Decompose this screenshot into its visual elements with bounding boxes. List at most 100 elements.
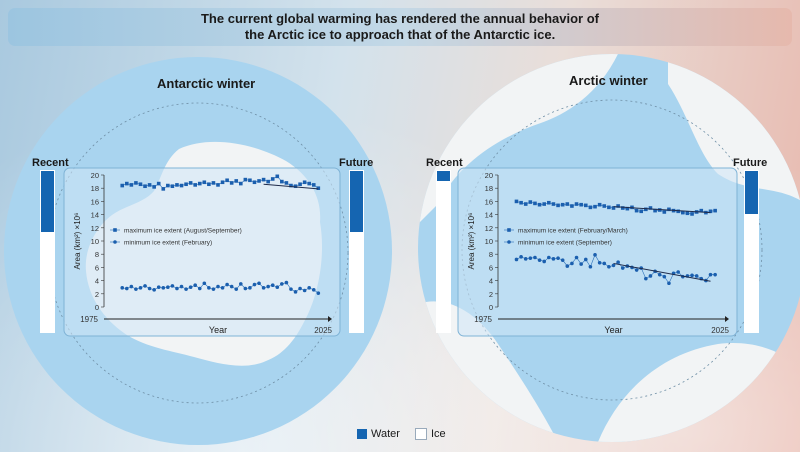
data-point	[147, 183, 152, 187]
y-tick-label: 14	[91, 211, 99, 220]
data-point	[275, 174, 280, 179]
header-banner: The current global warming has rendered …	[8, 8, 792, 46]
antarctic-title: Antarctic winter	[157, 76, 256, 91]
data-point	[270, 177, 275, 181]
data-point	[243, 177, 248, 182]
x-tick-label: 2025	[314, 326, 332, 335]
data-point	[542, 259, 546, 264]
data-point	[188, 181, 193, 185]
legend-ice: Ice	[415, 428, 446, 440]
y-tick-label: 8	[489, 250, 493, 259]
data-point	[533, 255, 537, 260]
data-point	[266, 179, 270, 184]
data-point	[537, 258, 542, 262]
water-fill	[745, 171, 758, 215]
arctic-title: Arctic winter	[569, 73, 648, 88]
data-point	[239, 282, 243, 286]
data-point	[197, 286, 202, 291]
y-tick-label: 18	[91, 184, 99, 193]
data-point	[570, 261, 574, 266]
data-point	[229, 181, 234, 185]
data-point	[197, 181, 202, 186]
legend-entry-label: maximum ice extent (February/March)	[518, 228, 628, 235]
data-point	[270, 283, 275, 288]
antarctic-recent-bar	[40, 170, 55, 333]
data-point	[565, 202, 570, 206]
data-point	[662, 210, 667, 214]
data-point	[234, 179, 239, 183]
header-line-1: The current global warming has rendered …	[200, 11, 600, 26]
data-point	[639, 209, 644, 214]
data-point	[311, 183, 316, 187]
data-point	[667, 281, 671, 286]
data-point	[542, 202, 546, 206]
data-point	[694, 274, 699, 278]
data-point	[607, 205, 611, 210]
data-point	[514, 199, 519, 204]
chart-panel	[63, 167, 341, 337]
data-point	[634, 208, 639, 213]
data-point	[616, 204, 620, 208]
data-point	[184, 182, 188, 187]
data-point	[188, 285, 193, 289]
data-point	[625, 206, 630, 211]
data-point	[138, 286, 143, 290]
data-point	[275, 285, 280, 289]
data-point	[120, 183, 125, 188]
data-point	[175, 183, 179, 187]
data-point	[129, 183, 134, 187]
data-point	[528, 256, 533, 260]
data-point	[570, 204, 574, 208]
data-point	[681, 210, 685, 215]
data-point	[179, 183, 184, 188]
legend-entry-label: maximum ice extent (August/September)	[124, 228, 242, 235]
data-point	[207, 182, 211, 187]
data-point	[161, 187, 166, 191]
data-point	[202, 180, 207, 185]
data-point	[620, 206, 625, 210]
data-point	[293, 290, 298, 294]
legend-water-label: Water	[371, 428, 400, 440]
x-tick-label: 2025	[711, 326, 729, 335]
x-axis-label: Year	[209, 325, 227, 335]
arctic-chart: 0 2 4 6 8 10 12 14 16 18 20 Area (km²) ×10⁶ 1975 2025…	[457, 167, 738, 337]
chart-panel	[457, 167, 738, 337]
data-point	[293, 184, 298, 189]
data-point	[125, 286, 129, 291]
water-fill	[437, 171, 450, 181]
data-point	[537, 202, 542, 207]
y-tick-label: 6	[489, 263, 493, 272]
data-point	[307, 286, 311, 290]
data-point	[311, 288, 316, 292]
data-point	[533, 201, 537, 206]
data-point	[284, 181, 289, 185]
data-point	[523, 202, 528, 206]
data-point	[690, 273, 694, 278]
data-point	[170, 284, 175, 288]
data-point	[560, 258, 565, 262]
y-tick-label: 0	[489, 303, 493, 312]
y-tick-label: 18	[485, 184, 493, 193]
data-point	[166, 285, 170, 289]
arctic-landmass	[418, 54, 800, 442]
data-point	[560, 202, 565, 207]
y-tick-label: 10	[91, 237, 99, 246]
trend-line	[613, 262, 711, 282]
data-point	[713, 272, 717, 277]
data-point	[243, 286, 248, 291]
data-point	[216, 284, 220, 289]
header-line-2: the Arctic ice to approach that of the A…	[244, 27, 556, 42]
y-axis-label: Area (km²) ×10⁶	[467, 213, 476, 270]
data-point	[634, 268, 639, 272]
data-point	[179, 284, 184, 289]
data-point	[170, 184, 175, 189]
data-point	[284, 280, 289, 285]
water-fill	[350, 171, 363, 233]
data-point	[713, 208, 717, 213]
data-point	[708, 209, 713, 214]
data-point	[579, 202, 583, 207]
data-point	[261, 286, 266, 290]
data-point	[207, 286, 211, 290]
data-point	[234, 287, 239, 291]
data-point	[143, 284, 147, 288]
